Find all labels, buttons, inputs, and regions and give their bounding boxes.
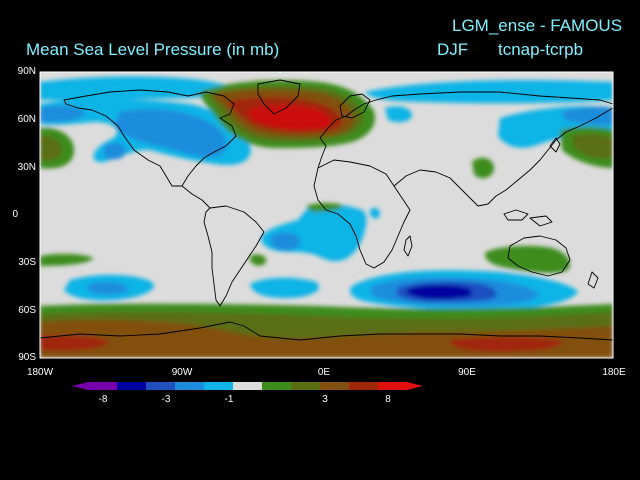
colorbar-segment — [320, 382, 349, 390]
colorbar-segment — [204, 382, 233, 390]
colorbar-segment — [262, 382, 291, 390]
model-title: LGM_ense - FAMOUS — [452, 16, 623, 35]
lon-label: 90E — [458, 367, 476, 378]
australia-coastline — [507, 235, 571, 277]
europe-coastline — [317, 91, 613, 169]
colorbar-tick-label: -8 — [98, 394, 108, 405]
variable-title: Mean Sea Level Pressure (in mb) — [26, 40, 280, 59]
colorbar-segment — [378, 382, 407, 390]
lat-label: 0 — [12, 209, 18, 220]
lat-label: 30S — [18, 257, 36, 268]
lon-label: 180W — [26, 367, 54, 378]
anomaly-shading — [40, 76, 613, 358]
central-america-coastline — [181, 185, 211, 209]
lat-label: 60N — [17, 114, 36, 125]
lon-label: 90W — [171, 367, 193, 378]
map-frame — [39, 71, 614, 359]
colorbar-high-arrow — [407, 382, 423, 390]
lat-label: 30N — [17, 162, 36, 173]
colorbar-segment — [233, 382, 262, 390]
madagascar-coastline — [403, 235, 413, 257]
australia-green — [485, 245, 571, 274]
lat-label: 90S — [18, 352, 36, 363]
new-zealand-coastline — [587, 271, 599, 289]
scandinavia-coastline — [339, 93, 371, 119]
north-pacific-olive-east — [572, 134, 613, 159]
colorbar-segment — [291, 382, 320, 390]
southern-indian-low-core — [406, 285, 473, 300]
greenland-coastline — [257, 79, 301, 115]
south-atlantic-green-spot — [250, 254, 267, 266]
lat-label: 90N — [17, 66, 36, 77]
europe-blue — [385, 106, 412, 123]
lon-label: 180E — [602, 367, 626, 378]
colorbar-tick-label: -3 — [161, 394, 171, 405]
asia-coastline — [393, 107, 613, 207]
difference-label: tcnap-tcrpb — [498, 40, 584, 59]
north-atlantic-high-core — [248, 105, 332, 130]
colorbar-segment — [88, 382, 117, 390]
colorbar-tick-label: 8 — [385, 394, 391, 405]
south-america-coastline — [203, 205, 265, 307]
africa-coastline — [313, 159, 411, 269]
lat-label: 60S — [18, 305, 36, 316]
north-america-blue-dark — [114, 109, 227, 157]
maritime-se-asia-coastline — [503, 209, 553, 227]
south-atlantic-blue — [250, 277, 320, 298]
tropical-atlantic-blue-dark — [270, 232, 301, 251]
colorbar-tick-label: -1 — [224, 394, 234, 405]
colorbar-low-arrow — [72, 382, 88, 390]
tropical-atlantic-green — [306, 203, 344, 212]
japan-coastline — [549, 137, 561, 153]
colorbar-segment — [146, 382, 175, 390]
antarctica-coastline — [40, 321, 613, 341]
colorbar-tick-label: 3 — [322, 394, 328, 405]
south-pacific-green — [40, 253, 94, 266]
central-asia-green — [472, 157, 494, 179]
north-pacific-olive — [40, 135, 62, 161]
colorbar-segment — [117, 382, 146, 390]
pacific-blue-spot — [104, 143, 127, 160]
antarctic-red-brown-east — [449, 337, 562, 352]
map-plot-area — [40, 72, 613, 358]
colorbar-segment — [175, 382, 204, 390]
east-asia-blue-dark — [560, 106, 613, 125]
north-america-coastline — [63, 89, 237, 187]
colorbar — [72, 382, 423, 390]
pacific-blue-dark — [40, 105, 85, 122]
antarctic-red-brown — [40, 335, 110, 351]
south-pacific-blue-dark — [87, 281, 128, 295]
arctic-blue-band — [40, 76, 237, 101]
indian-ocean-blue-spot — [370, 207, 380, 219]
lon-label: 0E — [317, 367, 331, 378]
coastlines — [40, 79, 613, 341]
season-label: DJF — [437, 40, 469, 59]
colorbar-segment — [349, 382, 378, 390]
